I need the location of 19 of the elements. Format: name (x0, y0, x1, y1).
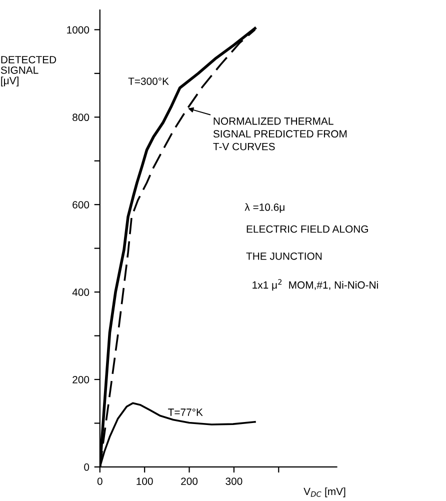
annotation: λ =10.6μ (244, 203, 284, 213)
y-tick-label: 0 (84, 463, 90, 471)
y-tick-label: 1000 (67, 26, 90, 34)
x-tick-label: 0 (97, 478, 102, 485)
x-tick-label: 200 (181, 478, 198, 485)
y-tick-label: 400 (72, 288, 90, 296)
series-label: T=300°K (128, 78, 169, 85)
annotation: ELECTRIC FIELD ALONG (246, 225, 368, 233)
y-axis-title: DETECTED SIGNAL [μV] (0, 56, 56, 86)
series-label: T=77°K (168, 408, 203, 416)
x-axis-title: V$_{DC}$ [mV] (304, 487, 346, 498)
y-tick-label: 600 (72, 201, 90, 208)
x-tick-label: 300 (226, 478, 242, 485)
annotation: NORMALIZED THERMAL SIGNAL PREDICTED FROM T-V CURVES (213, 117, 347, 150)
annotation: 1x1 μ$^{2}$ MOM,#1, Ni-NiO-Ni (252, 279, 378, 291)
y-tick-label: 200 (72, 376, 90, 384)
annotation: THE JUNCTION (246, 252, 322, 260)
x-tick-label: 100 (136, 478, 153, 485)
y-tick-label: 800 (72, 114, 90, 122)
